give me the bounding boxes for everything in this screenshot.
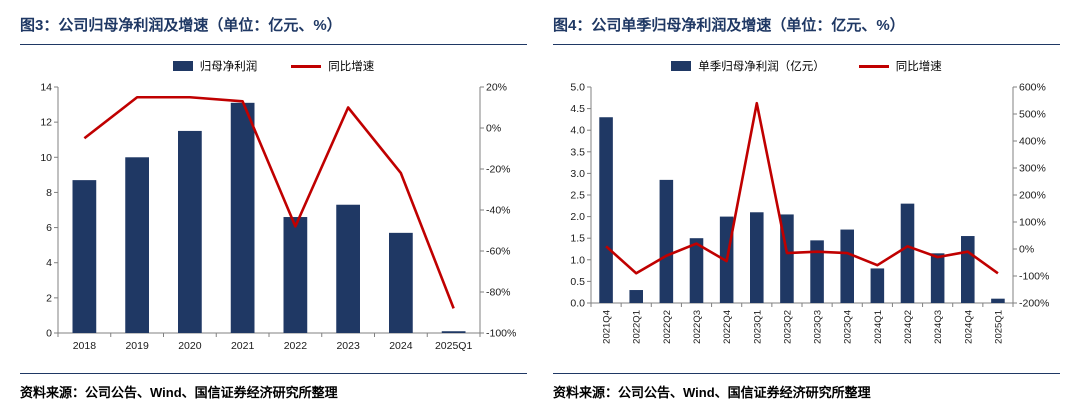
svg-text:3.5: 3.5 bbox=[570, 146, 585, 158]
svg-text:500%: 500% bbox=[1019, 109, 1046, 121]
svg-text:600%: 600% bbox=[1019, 82, 1046, 94]
bar-series-swatch-icon bbox=[671, 61, 692, 71]
figure4-source: 资料来源：公司公告、Wind、国信证券经济研究所整理 bbox=[553, 373, 1060, 401]
svg-text:2.5: 2.5 bbox=[570, 190, 585, 202]
svg-text:20%: 20% bbox=[486, 82, 507, 94]
figure4-legend-item-line: 同比增速 bbox=[858, 58, 942, 74]
figure3-legend-bar-label: 归母净利润 bbox=[199, 61, 258, 73]
svg-text:2023Q3: 2023Q3 bbox=[813, 310, 824, 344]
svg-text:6: 6 bbox=[46, 222, 52, 234]
svg-text:-80%: -80% bbox=[486, 287, 511, 299]
line-series-swatch-icon bbox=[858, 64, 889, 68]
svg-text:-100%: -100% bbox=[486, 328, 516, 340]
svg-text:2024Q3: 2024Q3 bbox=[933, 310, 944, 344]
figure3-chart: 0 2 4 6 8 10 12 14 -100% -80% -60% -40% -20% 0% 20% 201… bbox=[40, 82, 516, 353]
figure4-title: 图4：公司单季归母净利润及增速（单位：亿元、%） bbox=[553, 6, 1060, 45]
svg-text:0.0: 0.0 bbox=[570, 298, 585, 310]
svg-text:-20%: -20% bbox=[486, 164, 511, 176]
svg-text:2023Q4: 2023Q4 bbox=[843, 310, 854, 344]
svg-text:2024Q4: 2024Q4 bbox=[963, 310, 974, 344]
svg-text:8: 8 bbox=[46, 187, 52, 199]
line-series-swatch-icon bbox=[291, 64, 322, 68]
svg-text:0.5: 0.5 bbox=[570, 276, 585, 288]
svg-text:2024Q1: 2024Q1 bbox=[873, 310, 884, 344]
svg-text:400%: 400% bbox=[1019, 136, 1046, 148]
svg-text:1.0: 1.0 bbox=[570, 254, 585, 266]
svg-text:4.0: 4.0 bbox=[570, 125, 585, 137]
svg-text:-60%: -60% bbox=[486, 246, 511, 258]
svg-text:200%: 200% bbox=[1019, 190, 1046, 202]
svg-text:2025Q1: 2025Q1 bbox=[435, 340, 473, 352]
svg-text:2019: 2019 bbox=[125, 340, 149, 352]
figure4-legend-item-bar: 单季归母净利润（亿元） bbox=[671, 58, 825, 74]
svg-text:2021: 2021 bbox=[231, 340, 255, 352]
svg-text:2018: 2018 bbox=[73, 340, 97, 352]
svg-text:2022Q4: 2022Q4 bbox=[722, 310, 733, 344]
axes: 0.0 0.5 1.0 1.5 2.0 2.5 3.0 3.5 4.0 4.5 5.0 -200% -1… bbox=[570, 82, 1049, 344]
svg-text:2023Q2: 2023Q2 bbox=[782, 310, 793, 344]
svg-text:2023: 2023 bbox=[336, 340, 360, 352]
net-profit-bars bbox=[72, 102, 466, 333]
figure3-legend-line-label: 同比增速 bbox=[328, 61, 375, 73]
net-profit-bars bbox=[599, 117, 1005, 303]
figure4-legend-bar-label: 单季归母净利润（亿元） bbox=[698, 61, 825, 73]
axes: 0 2 4 6 8 10 12 14 -100% -80% -60% -40% -20% 0% 20% 201… bbox=[40, 82, 516, 353]
svg-text:-40%: -40% bbox=[486, 205, 511, 217]
svg-text:4.5: 4.5 bbox=[570, 103, 585, 115]
svg-text:2022: 2022 bbox=[284, 340, 308, 352]
panel-figure4: 图4：公司单季归母净利润及增速（单位：亿元、%） 单季归母净利润（亿元） 同比增… bbox=[553, 6, 1060, 401]
figure3-legend-item-line: 同比增速 bbox=[291, 58, 374, 74]
svg-text:3.0: 3.0 bbox=[570, 168, 585, 180]
svg-text:-200%: -200% bbox=[1019, 298, 1049, 310]
svg-text:12: 12 bbox=[40, 117, 52, 129]
bar-series-swatch-icon bbox=[172, 61, 193, 71]
figure4-legend: 单季归母净利润（亿元） 同比增速 bbox=[553, 57, 1060, 75]
svg-text:2024: 2024 bbox=[389, 340, 413, 352]
svg-text:300%: 300% bbox=[1019, 163, 1046, 175]
figure3-legend-item-bar: 归母净利润 bbox=[172, 58, 258, 74]
panel-figure3: 图3：公司归母净利润及增速（单位：亿元、%） 归母净利润 同比增速 0 2 4 6 8 1… bbox=[20, 6, 527, 401]
figure3-legend: 归母净利润 同比增速 bbox=[20, 57, 527, 75]
svg-text:0: 0 bbox=[46, 328, 52, 340]
svg-text:2025Q1: 2025Q1 bbox=[993, 310, 1004, 344]
svg-text:2: 2 bbox=[46, 292, 52, 304]
svg-text:2.0: 2.0 bbox=[570, 211, 585, 223]
svg-text:2024Q2: 2024Q2 bbox=[903, 310, 914, 344]
yoy-growth-line bbox=[605, 101, 999, 275]
svg-text:100%: 100% bbox=[1019, 217, 1046, 229]
svg-text:2022Q2: 2022Q2 bbox=[662, 310, 673, 344]
svg-text:2020: 2020 bbox=[178, 340, 202, 352]
figure4-legend-line-label: 同比增速 bbox=[895, 61, 942, 73]
svg-text:-100%: -100% bbox=[1019, 271, 1049, 283]
yoy-growth-line bbox=[83, 95, 455, 309]
svg-text:5.0: 5.0 bbox=[570, 82, 585, 94]
svg-text:14: 14 bbox=[40, 82, 52, 94]
svg-text:10: 10 bbox=[40, 152, 52, 164]
figure3-title: 图3：公司归母净利润及增速（单位：亿元、%） bbox=[20, 6, 527, 45]
svg-text:2021Q4: 2021Q4 bbox=[602, 310, 613, 344]
figure4-chart: 0.0 0.5 1.0 1.5 2.0 2.5 3.0 3.5 4.0 4.5 5.0 -200% -1… bbox=[570, 82, 1049, 344]
svg-text:0%: 0% bbox=[1019, 244, 1034, 256]
svg-text:2022Q3: 2022Q3 bbox=[692, 310, 703, 344]
svg-text:1.5: 1.5 bbox=[570, 233, 585, 245]
svg-text:2023Q1: 2023Q1 bbox=[752, 310, 763, 344]
svg-text:2022Q1: 2022Q1 bbox=[632, 310, 643, 344]
svg-text:0%: 0% bbox=[486, 123, 501, 135]
figure3-source: 资料来源：公司公告、Wind、国信证券经济研究所整理 bbox=[20, 373, 527, 401]
svg-text:4: 4 bbox=[46, 257, 52, 269]
